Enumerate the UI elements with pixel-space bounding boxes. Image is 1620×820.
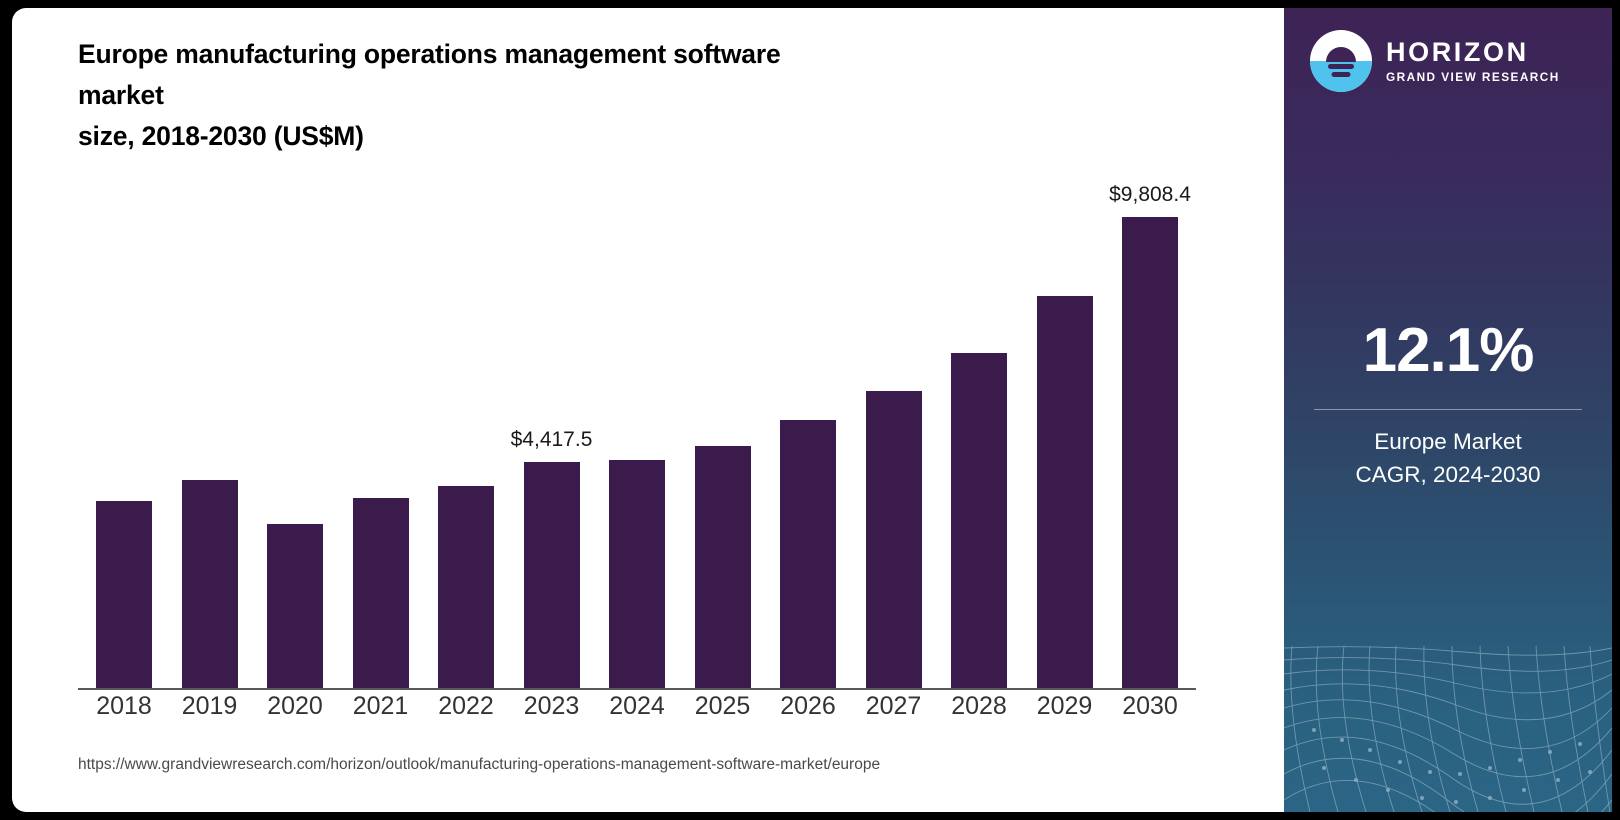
horizon-logo-icon — [1310, 30, 1372, 92]
bar[interactable] — [181, 480, 238, 688]
bar[interactable] — [352, 498, 409, 688]
source-url[interactable]: https://www.grandviewresearch.com/horizo… — [78, 756, 881, 773]
bar-slot — [854, 178, 934, 688]
bar-slot — [341, 178, 421, 688]
horizon-logo: HORIZON GRAND VIEW RESEARCH — [1310, 30, 1560, 92]
bar[interactable] — [1122, 217, 1178, 688]
mesh-svg — [1284, 645, 1612, 812]
bar-slot — [255, 178, 335, 688]
cagr-caption: Europe Market CAGR, 2024-2030 — [1355, 429, 1541, 487]
bar[interactable] — [438, 486, 494, 688]
bar[interactable] — [951, 353, 1007, 688]
bar-series: $4,417.5 $9,808.4 — [78, 178, 1196, 688]
bar-slot — [597, 178, 677, 688]
logo-brand-name: HORIZON — [1386, 36, 1529, 67]
x-axis-tick-labels: 2018 2019 2020 2021 2022 2023 2024 2025 2026 2027… — [78, 692, 1196, 721]
bar[interactable] — [609, 460, 665, 688]
bar[interactable] — [780, 420, 836, 688]
logo-bar-upper — [1328, 64, 1354, 69]
bar[interactable] — [694, 446, 751, 688]
cagr-divider — [1314, 409, 1582, 410]
bar-slot: $9,808.4 — [1109, 178, 1191, 688]
brand-sidebar: HORIZON GRAND VIEW RESEARCH 12.1% Europe… — [1284, 8, 1612, 812]
x-axis-tick-2021: 2021 — [352, 692, 409, 720]
x-axis-tick-2019: 2019 — [181, 692, 238, 720]
x-axis-tick-2025: 2025 — [694, 692, 751, 720]
bar[interactable] — [523, 462, 580, 688]
bar[interactable] — [865, 391, 922, 688]
x-axis-tick-2028: 2028 — [951, 692, 1007, 720]
bar-slot: $4,417.5 — [510, 178, 593, 688]
x-axis-tick-2026: 2026 — [780, 692, 836, 720]
page-title: Europe manufacturing operations manageme… — [78, 39, 781, 151]
x-axis-tick-2023: 2023 — [523, 692, 580, 720]
bar-value-label: $9,808.4 — [1109, 183, 1191, 206]
x-axis-line — [78, 688, 1196, 690]
bar-value-label: $4,417.5 — [510, 428, 593, 451]
bar-slot — [84, 178, 164, 688]
bar-slot — [683, 178, 763, 688]
bar-slot — [170, 178, 250, 688]
x-axis-tick-2027: 2027 — [865, 692, 922, 720]
cagr-callout: 12.1% Europe Market CAGR, 2024-2030 — [1284, 320, 1612, 491]
x-axis-tick-2024: 2024 — [609, 692, 665, 720]
cagr-value: 12.1% — [1362, 316, 1535, 385]
bar-chart-plot-area: $4,417.5 $9,808.4 — [78, 178, 1198, 690]
bar[interactable] — [267, 524, 323, 688]
bar-slot — [768, 178, 848, 688]
x-axis-tick-2018: 2018 — [96, 692, 152, 720]
x-axis-tick-2020: 2020 — [267, 692, 323, 720]
wireframe-mesh-decoration — [1284, 622, 1612, 812]
horizon-logo-text: HORIZON GRAND VIEW RESEARCH — [1386, 36, 1560, 85]
x-axis-tick-2029: 2029 — [1036, 692, 1093, 720]
bar-slot — [939, 178, 1019, 688]
x-axis-tick-2022: 2022 — [438, 692, 494, 720]
bar[interactable] — [96, 501, 152, 688]
bar-slot — [426, 178, 506, 688]
logo-brand-subtitle: GRAND VIEW RESEARCH — [1386, 70, 1560, 85]
logo-bar-lower — [1331, 72, 1351, 77]
logo-dome-shape — [1326, 47, 1356, 62]
bar-slot — [1025, 178, 1105, 688]
bar[interactable] — [1036, 296, 1093, 688]
x-axis-tick-2030: 2030 — [1122, 692, 1178, 720]
